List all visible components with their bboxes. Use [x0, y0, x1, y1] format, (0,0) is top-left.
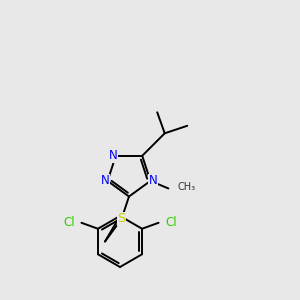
Text: N: N [101, 175, 110, 188]
Text: S: S [117, 212, 126, 226]
Text: Cl: Cl [63, 216, 75, 229]
Text: N: N [109, 149, 118, 162]
Text: N: N [148, 175, 157, 188]
Text: Cl: Cl [165, 216, 177, 229]
Text: CH₃: CH₃ [178, 182, 196, 192]
